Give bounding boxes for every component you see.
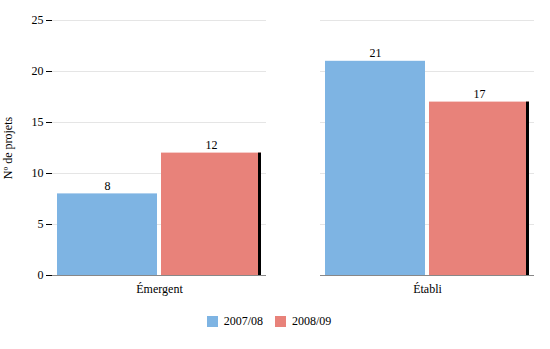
svg-text:10: 10 [32,166,44,180]
svg-text:8: 8 [105,179,111,193]
svg-text:15: 15 [32,115,44,129]
html-text:2008/09: 2008/09 [292,314,332,328]
svg-text:Nº de projets: Nº de projets [1,116,15,179]
svg-text:17: 17 [474,87,486,101]
svg-text:12: 12 [206,138,218,152]
svg-text:5: 5 [38,217,44,231]
svg-text:Émergent: Émergent [136,282,183,296]
svg-text:0: 0 [38,268,44,282]
svg-text:25: 25 [32,13,44,27]
svg-text:Établi: Établi [413,282,442,296]
html-text:2007/08: 2007/08 [223,314,263,328]
svg-text:21: 21 [370,46,382,60]
svg-text:20: 20 [32,64,44,78]
